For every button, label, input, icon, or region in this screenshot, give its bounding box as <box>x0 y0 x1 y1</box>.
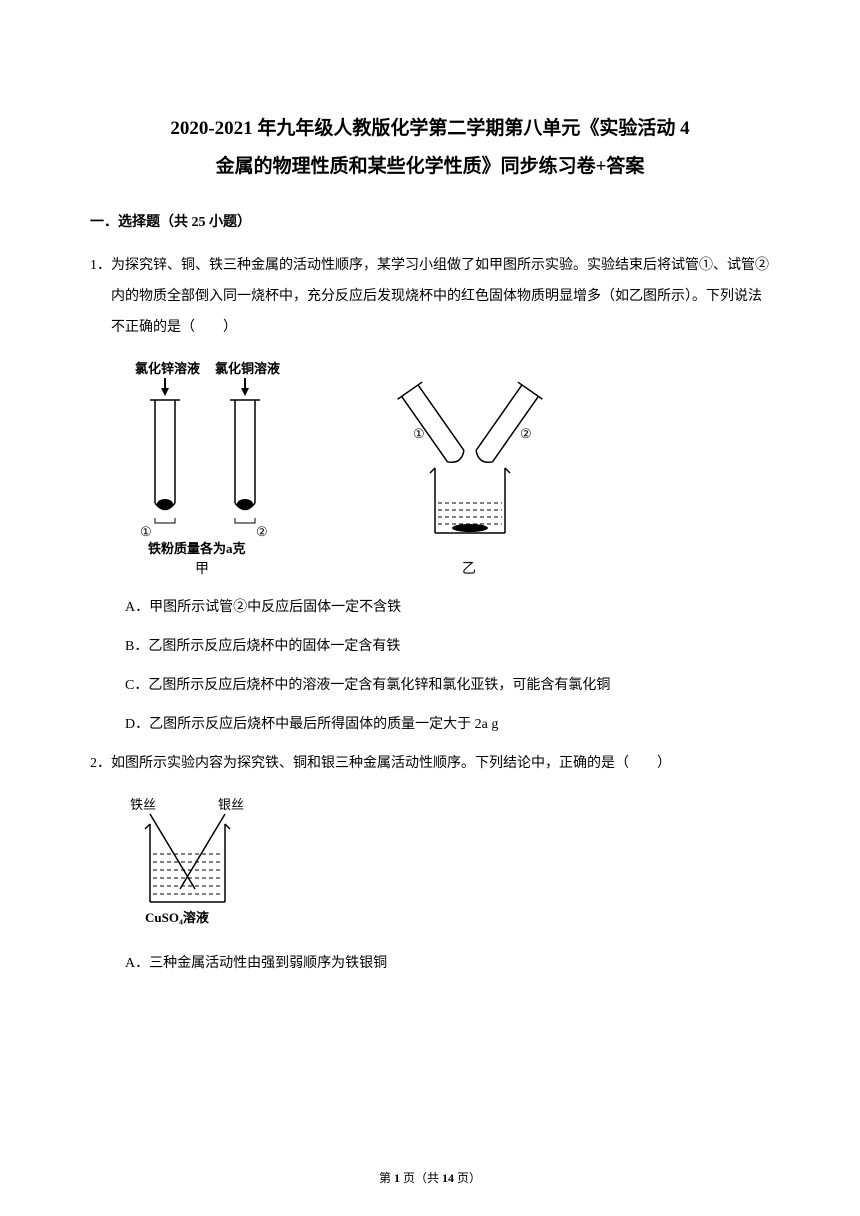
q2-number: 2． <box>90 756 111 771</box>
footer-prefix: 第 <box>379 1171 394 1185</box>
footer-suffix: 页） <box>454 1171 481 1185</box>
q1-body: 为探究锌、铜、铁三种金属的活动性顺序，某学习小组做了如甲图所示实验。实验结束后将… <box>111 258 769 335</box>
question-2: 2．如图所示实验内容为探究铁、铜和银三种金属活动性顺序。下列结论中，正确的是（ … <box>90 749 770 780</box>
title-line-1: 2020-2021 年九年级人教版化学第二学期第八单元《实验活动 4 <box>90 110 770 148</box>
q1-choice-a: A．甲图所示试管②中反应后固体一定不含铁 <box>90 593 770 624</box>
caption-yi: 乙 <box>462 561 476 577</box>
document-title: 2020-2021 年九年级人教版化学第二学期第八单元《实验活动 4 金属的物理… <box>90 110 770 186</box>
page-footer: 第 1 页（共 14 页） <box>0 1169 860 1186</box>
label-cucl2: 氯化铜溶液 <box>215 361 280 376</box>
q1-choice-d: D．乙图所示反应后烧杯中最后所得固体的质量一定大于 2a g <box>90 710 770 741</box>
caption-jia: 甲 <box>195 562 209 577</box>
iron-label: 铁粉质量各为a克 <box>147 541 246 556</box>
diagram-2: 铁丝 银丝 CuSO₄溶液 <box>120 794 770 934</box>
right-tube1: ① <box>413 426 425 441</box>
question-2-text: 2．如图所示实验内容为探究铁、铜和银三种金属活动性顺序。下列结论中，正确的是（ … <box>90 749 770 780</box>
iron-wire: 铁丝 <box>130 797 156 812</box>
question-1: 1．为探究锌、铜、铁三种金属的活动性顺序，某学习小组做了如甲图所示实验。实验结束… <box>90 251 770 343</box>
q1-choice-b: B．乙图所示反应后烧杯中的固体一定含有铁 <box>90 632 770 663</box>
tube1-label: ① <box>140 524 152 539</box>
diagram-1: 氯化锌溶液 氯化铜溶液 ① ② 铁粉质量各为a克 甲 <box>120 358 770 578</box>
q2-choice-a: A．三种金属活动性由强到弱顺序为铁银铜 <box>90 949 770 980</box>
q2-body: 如图所示实验内容为探究铁、铜和银三种金属活动性顺序。下列结论中，正确的是（ ） <box>111 756 671 771</box>
cuso4-label: CuSO₄溶液 <box>145 910 209 925</box>
q1-choice-c: C．乙图所示反应后烧杯中的溶液一定含有氯化锌和氯化亚铁，可能含有氯化铜 <box>90 671 770 702</box>
section-header: 一．选择题（共 25 小题） <box>90 211 770 231</box>
q1-number: 1． <box>90 258 111 273</box>
label-zncl2: 氯化锌溶液 <box>135 361 200 376</box>
right-tube2: ② <box>520 426 532 441</box>
silver-wire: 银丝 <box>218 797 244 812</box>
footer-middle: 页（共 <box>400 1171 442 1185</box>
tube2-label: ② <box>256 524 268 539</box>
question-1-text: 1．为探究锌、铜、铁三种金属的活动性顺序，某学习小组做了如甲图所示实验。实验结束… <box>90 251 770 343</box>
footer-total: 14 <box>442 1171 454 1185</box>
title-line-2: 金属的物理性质和某些化学性质》同步练习卷+答案 <box>90 148 770 186</box>
